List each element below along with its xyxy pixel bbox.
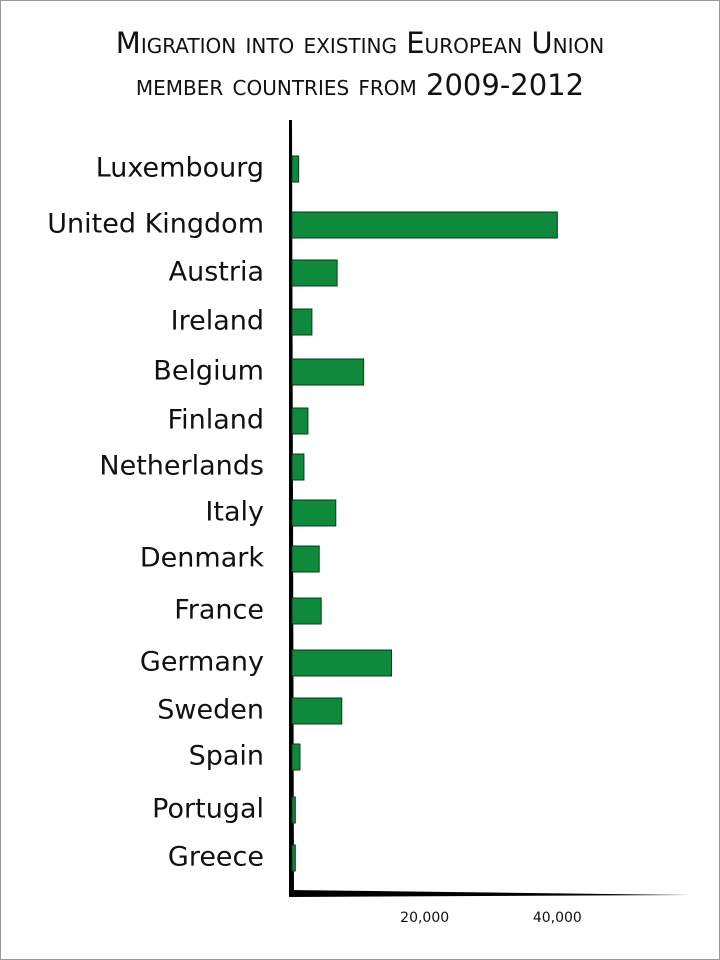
bar (291, 844, 296, 872)
bar (291, 211, 558, 239)
bar (291, 358, 365, 386)
y-tick-label: France (174, 595, 264, 626)
bar (291, 308, 313, 336)
y-tick-label: Austria (169, 257, 264, 288)
bar (291, 743, 301, 771)
y-tick-label: Luxembourg (96, 153, 264, 184)
y-tick-label: Sweden (157, 695, 264, 726)
y-tick-label: Germany (140, 647, 264, 678)
x-axis (289, 890, 690, 897)
y-tick-label: United Kingdom (47, 209, 264, 240)
bar (291, 155, 300, 183)
bar (291, 697, 343, 725)
bar (291, 407, 309, 435)
bar (291, 649, 392, 677)
y-tick-label: Italy (205, 497, 264, 528)
bar (291, 545, 320, 573)
y-tick-label: Portugal (152, 794, 264, 825)
bar (291, 453, 305, 481)
y-tick-label: Ireland (171, 306, 264, 337)
y-tick-label: Denmark (140, 543, 264, 574)
bar (291, 796, 296, 824)
y-tick-label: Belgium (153, 356, 264, 387)
x-tick-label: 40,000 (533, 910, 582, 926)
bar (291, 499, 337, 527)
bar (291, 597, 322, 625)
chart-title: Migration into existing European Union m… (115, 26, 605, 102)
y-tick-label: Spain (189, 741, 264, 772)
x-tick-label: 20,000 (400, 910, 449, 926)
bar (291, 259, 338, 287)
y-tick-label: Finland (168, 405, 264, 436)
y-tick-label: Greece (168, 842, 264, 873)
y-tick-label: Netherlands (99, 451, 264, 482)
